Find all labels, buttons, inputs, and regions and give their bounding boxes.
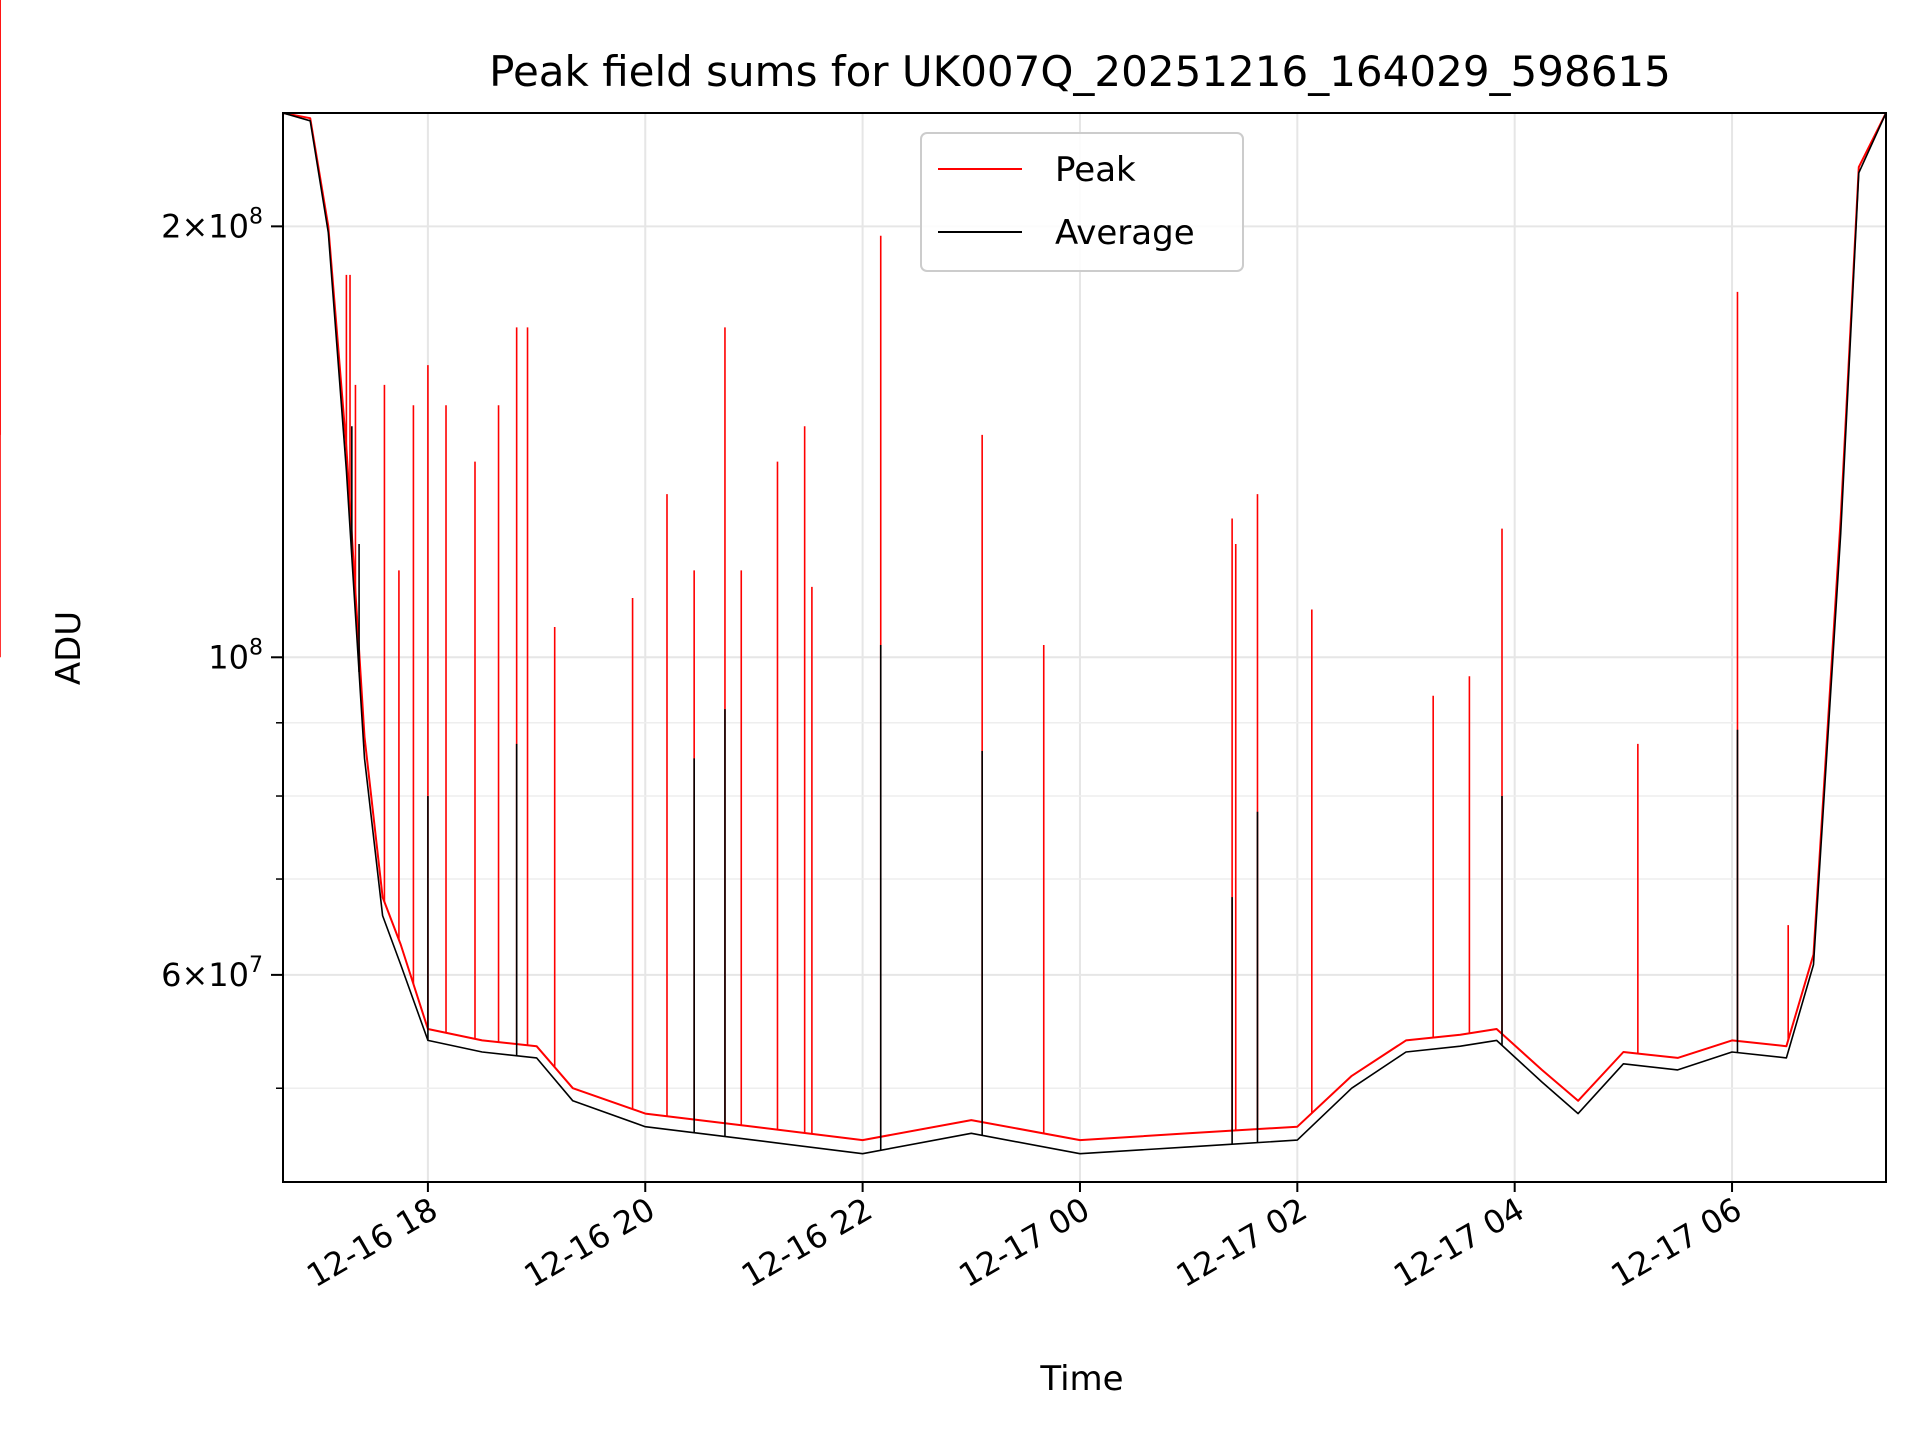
legend-average-label: Average: [1055, 213, 1195, 253]
axes-frame: [282, 112, 1887, 1183]
x-axis-label: Time: [1039, 1359, 1123, 1399]
legend-peak-label: Peak: [1055, 150, 1136, 190]
y-tick-label: 2×108: [161, 204, 263, 245]
y-tick-label: 108: [208, 635, 263, 676]
legend-box: [920, 132, 1244, 272]
y-axis-label: ADU: [49, 611, 89, 685]
y-axis: 6×107 108 2×108: [161, 204, 283, 1089]
legend: Peak Average: [920, 132, 1244, 272]
series-peak-line: [282, 112, 1887, 1142]
y-tick-label: 6×107: [161, 953, 263, 994]
chart-title: Peak field sums for UK007Q_20251216_1640…: [489, 47, 1671, 96]
plot-area: [0, 0, 1887, 1155]
series-average-line: [282, 112, 1887, 1155]
